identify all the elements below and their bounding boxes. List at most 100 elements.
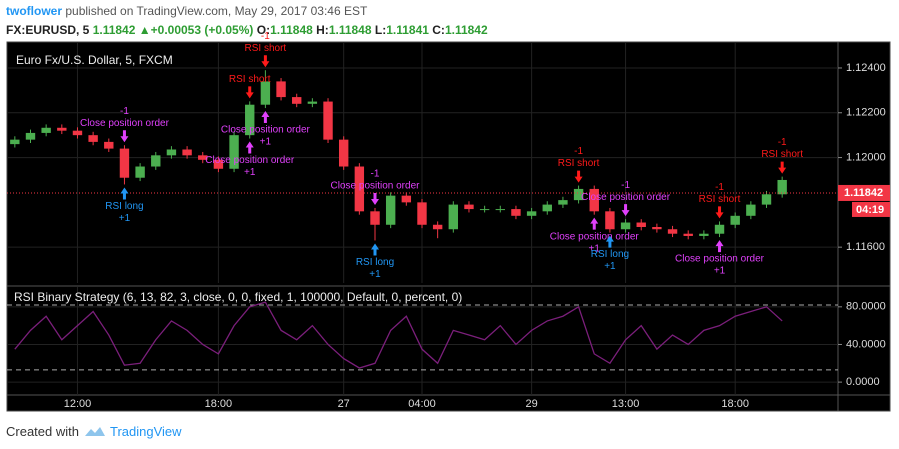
candle-body — [385, 195, 396, 225]
low: 1.11841 — [386, 23, 429, 37]
chart-title: Euro Fx/U.S. Dollar, 5, FXCM — [16, 53, 173, 67]
candle-body — [464, 204, 474, 210]
signal-label: +1 — [244, 167, 256, 178]
signal-label: -1 — [574, 146, 583, 157]
indicator-title: RSI Binary Strategy (6, 13, 82, 3, close… — [14, 290, 462, 304]
signal-arrow — [715, 206, 724, 219]
signal-arrow — [371, 192, 380, 205]
signal-label: Close position order — [550, 231, 640, 242]
candle-body — [714, 224, 725, 234]
candle-body — [683, 233, 693, 236]
signal-label: +1 — [260, 137, 272, 148]
candle-body — [323, 101, 333, 140]
candle-body — [620, 222, 631, 230]
candle-body — [276, 81, 286, 98]
y-tick-label: 1.11600 — [846, 241, 885, 253]
candle-body — [605, 211, 615, 230]
symbol: FX:EURUSD, 5 — [6, 23, 90, 37]
candle-body — [41, 127, 51, 133]
candle-body — [511, 209, 521, 216]
y-tick-label: 1.12000 — [846, 151, 886, 163]
price: 1.11842 — [92, 23, 136, 37]
signal-label: +1 — [604, 261, 616, 272]
last-price-label: 1.11842 — [844, 187, 883, 199]
close: 1.11842 — [444, 23, 488, 37]
x-tick-label: 13:00 — [612, 398, 640, 410]
footer: Created with TradingView — [6, 424, 182, 439]
logo — [84, 427, 105, 436]
x-tick-label: 18:00 — [721, 398, 749, 410]
candle-body — [432, 224, 443, 230]
candle-body — [495, 209, 505, 211]
signal-label: Close position order — [80, 118, 170, 129]
signal-label: -1 — [778, 137, 787, 148]
candle-body — [104, 141, 114, 149]
candle-body — [354, 166, 365, 212]
published: published on TradingView.com, May 29, 20… — [65, 4, 368, 18]
signal-label: -1 — [621, 180, 630, 191]
y-tick-label: 0.0000 — [846, 376, 880, 388]
x-tick-label: 18:00 — [205, 398, 233, 410]
arrow: ▲ — [138, 23, 151, 37]
author[interactable]: twoflower — [6, 4, 62, 18]
signal-label: -1 — [371, 169, 380, 180]
candle-body — [417, 202, 427, 225]
signal-arrow — [371, 243, 380, 256]
signal-label: RSI short — [761, 149, 803, 160]
y-tick-label: 1.12400 — [846, 62, 886, 74]
l-label: L: — [374, 23, 387, 37]
candle-body — [652, 227, 662, 230]
candle-body — [292, 97, 302, 104]
candle-body — [245, 104, 255, 136]
candle-body — [370, 211, 380, 225]
candle-body — [636, 222, 646, 228]
candle-body — [307, 101, 318, 104]
candle-body — [479, 209, 490, 211]
signal-label: Close position order — [205, 155, 295, 166]
signal-arrow — [120, 187, 129, 200]
signal-arrow — [590, 217, 599, 230]
candle-body — [589, 188, 599, 212]
candle-body — [182, 149, 192, 156]
o-label: O: — [256, 23, 271, 37]
signal-arrow — [245, 86, 254, 99]
signal-label: Close position order — [331, 181, 421, 192]
brand[interactable]: TradingView — [110, 424, 182, 439]
chart-background — [6, 41, 891, 412]
signal-label: RSI short — [558, 158, 600, 169]
signal-label: -1 — [715, 182, 724, 193]
header-line: twoflower published on TradingView.com, … — [6, 4, 367, 18]
candle-body — [10, 139, 20, 145]
signal-label: +1 — [714, 266, 726, 277]
x-tick-label: 12:00 — [64, 398, 92, 410]
candle-body — [401, 195, 412, 203]
candle-body — [198, 155, 208, 160]
candle-body — [338, 139, 349, 167]
signal-label: RSI long — [591, 249, 629, 260]
signal-label: Close position order — [581, 192, 671, 203]
candle-body — [526, 211, 537, 216]
signal-label: +1 — [589, 243, 601, 254]
signal-arrow — [605, 235, 614, 248]
candle-body — [667, 229, 678, 234]
candle-body — [229, 135, 239, 169]
candle-body — [151, 155, 161, 167]
x-tick-label: 04:00 — [408, 398, 436, 410]
signal-label: -1 — [120, 106, 129, 117]
indicator-line — [14, 301, 783, 369]
candle-body — [72, 130, 83, 136]
y-tick-label: 80.0000 — [846, 301, 886, 313]
high: 1.11848 — [328, 23, 372, 37]
candle-body — [730, 215, 740, 225]
y-tick-label: 1.12200 — [846, 107, 886, 119]
signal-label: -1 — [261, 31, 270, 42]
signal-arrow — [574, 170, 583, 183]
signal-arrow — [261, 55, 270, 68]
signal-label: RSI long — [356, 257, 394, 268]
candle-body — [57, 127, 67, 131]
y-tick-label: 40.0000 — [846, 338, 886, 350]
candle-body — [699, 233, 709, 236]
signal-arrow — [120, 130, 129, 143]
candle-body — [88, 135, 98, 142]
candle-body — [166, 149, 177, 156]
